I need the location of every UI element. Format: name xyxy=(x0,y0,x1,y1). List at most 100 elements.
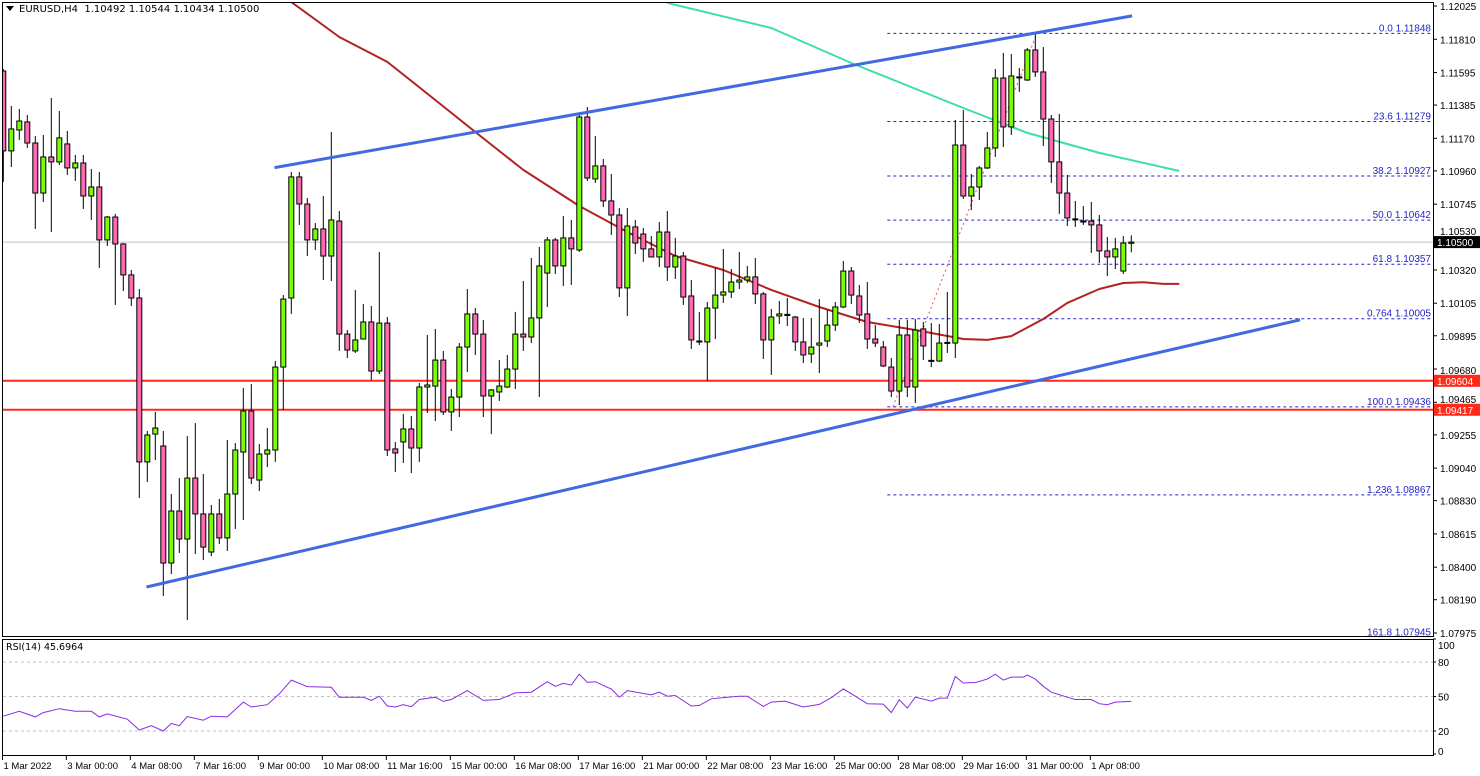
candle xyxy=(608,173,615,235)
candle-body-bearish xyxy=(344,333,351,351)
candle-body-bearish xyxy=(1096,224,1103,252)
candle-body-bullish xyxy=(424,384,431,388)
candle-body-bearish xyxy=(688,295,695,341)
candle-body-bullish xyxy=(656,231,663,258)
candle-body-bullish xyxy=(504,368,511,388)
fib-level-label: 1.236 1.08867 xyxy=(1367,485,1431,496)
candle xyxy=(16,108,23,140)
candle xyxy=(1024,47,1031,81)
candle-body-bearish xyxy=(848,270,855,296)
candle xyxy=(136,289,143,499)
candle xyxy=(672,237,679,279)
candle-body-bullish xyxy=(16,120,23,131)
candle-body-bearish xyxy=(568,237,575,250)
fib-level-label: 161.8 1.07945 xyxy=(1367,628,1431,639)
price-axis-label: 1.12025 xyxy=(1440,2,1477,13)
candle-body-bearish xyxy=(1040,71,1047,120)
time-axis-label: 25 Mar 00:00 xyxy=(835,761,891,772)
price-axis-label: 1.10320 xyxy=(1440,266,1477,277)
candle-body-bearish xyxy=(752,276,759,295)
candle xyxy=(480,319,487,418)
time-axis-label: 29 Mar 16:00 xyxy=(963,761,1019,772)
candle xyxy=(304,197,311,257)
candle-body-bullish xyxy=(40,156,47,194)
fib-level-label: 100.0 1.09436 xyxy=(1367,397,1431,408)
candle-body-bearish xyxy=(192,477,199,515)
trendline-lower-channel[interactable] xyxy=(146,318,1301,589)
price-axis-label: 1.09465 xyxy=(1440,395,1477,406)
candle-body-bearish xyxy=(320,228,327,257)
candle xyxy=(504,354,511,388)
candle-body-bearish xyxy=(1080,220,1087,223)
candle xyxy=(736,252,743,290)
candle xyxy=(96,171,103,268)
candle xyxy=(432,328,439,422)
ohlc-readout: 1.10492 1.10544 1.10434 1.10500 xyxy=(84,4,260,15)
candle xyxy=(1000,52,1007,148)
candle xyxy=(232,443,239,529)
candle-body-bearish xyxy=(176,510,183,540)
candle xyxy=(776,300,783,324)
candle xyxy=(168,493,175,575)
trendline-upper-channel[interactable] xyxy=(274,14,1133,170)
candle-body-bearish xyxy=(800,341,807,356)
rsi-axis-label: 50 xyxy=(1438,693,1450,704)
price-axis-label: 1.09255 xyxy=(1440,431,1477,442)
candle xyxy=(928,323,935,368)
price-axis-label: 1.10745 xyxy=(1440,200,1477,211)
candle xyxy=(144,430,151,483)
candle-body-bullish xyxy=(704,307,711,343)
candle-body-bearish xyxy=(904,334,911,388)
price-axis-label: 1.10530 xyxy=(1440,227,1477,238)
candle xyxy=(696,311,703,346)
candle-body-bullish xyxy=(976,167,983,188)
candle xyxy=(336,210,343,351)
candle xyxy=(312,223,319,250)
rsi-axis-label: 20 xyxy=(1438,727,1450,738)
candle-body-bearish xyxy=(480,333,487,397)
price-axis-label: 1.09895 xyxy=(1440,332,1477,343)
candle xyxy=(544,236,551,307)
price-axis-label: 1.10960 xyxy=(1440,167,1477,178)
candle-body-bearish xyxy=(696,340,703,343)
candle xyxy=(1008,53,1015,135)
candle-body-bearish xyxy=(408,428,415,449)
candle-body-bearish xyxy=(32,142,39,194)
candle-body-bullish xyxy=(816,342,823,346)
support-price-tag: 1.09417 xyxy=(1437,406,1474,417)
time-axis-label: 31 Mar 00:00 xyxy=(1027,761,1083,772)
chart-header: EURUSD,H4 1.10492 1.10544 1.10434 1.1050… xyxy=(6,4,259,15)
candle xyxy=(992,69,999,157)
rsi-panel xyxy=(2,639,1434,756)
candle xyxy=(416,382,423,462)
fib-level-label: 23.6 1.11279 xyxy=(1373,111,1431,122)
candle-body-bearish xyxy=(296,176,303,205)
candle xyxy=(656,221,663,268)
current-price-tag-bg xyxy=(1434,236,1480,249)
candle-body-bearish xyxy=(880,346,887,367)
candle-body-bullish xyxy=(456,346,463,398)
candle-body-bearish xyxy=(872,338,879,344)
candle xyxy=(368,306,375,381)
candle-body-bearish xyxy=(1104,250,1111,258)
candle-body-bullish xyxy=(88,186,95,197)
price-axis-label: 1.11595 xyxy=(1440,69,1476,80)
candle xyxy=(616,208,623,298)
candle xyxy=(400,413,407,464)
candle xyxy=(904,319,911,398)
candle-body-bullish xyxy=(288,176,295,299)
symbol-timeframe: EURUSD,H4 xyxy=(19,4,79,15)
candle xyxy=(440,350,447,416)
candle-body-bearish xyxy=(80,162,87,197)
candle xyxy=(720,248,727,303)
candle-body-bullish xyxy=(912,329,919,388)
candle xyxy=(1040,47,1047,146)
candle-body-bullish xyxy=(512,333,519,370)
candle xyxy=(184,436,191,620)
candle-body-bearish xyxy=(472,313,479,335)
candle-body-bullish xyxy=(784,313,791,316)
time-axis-label: 15 Mar 00:00 xyxy=(451,761,507,772)
triangle-down-icon[interactable] xyxy=(6,6,14,11)
candle-body-bullish xyxy=(896,334,903,392)
